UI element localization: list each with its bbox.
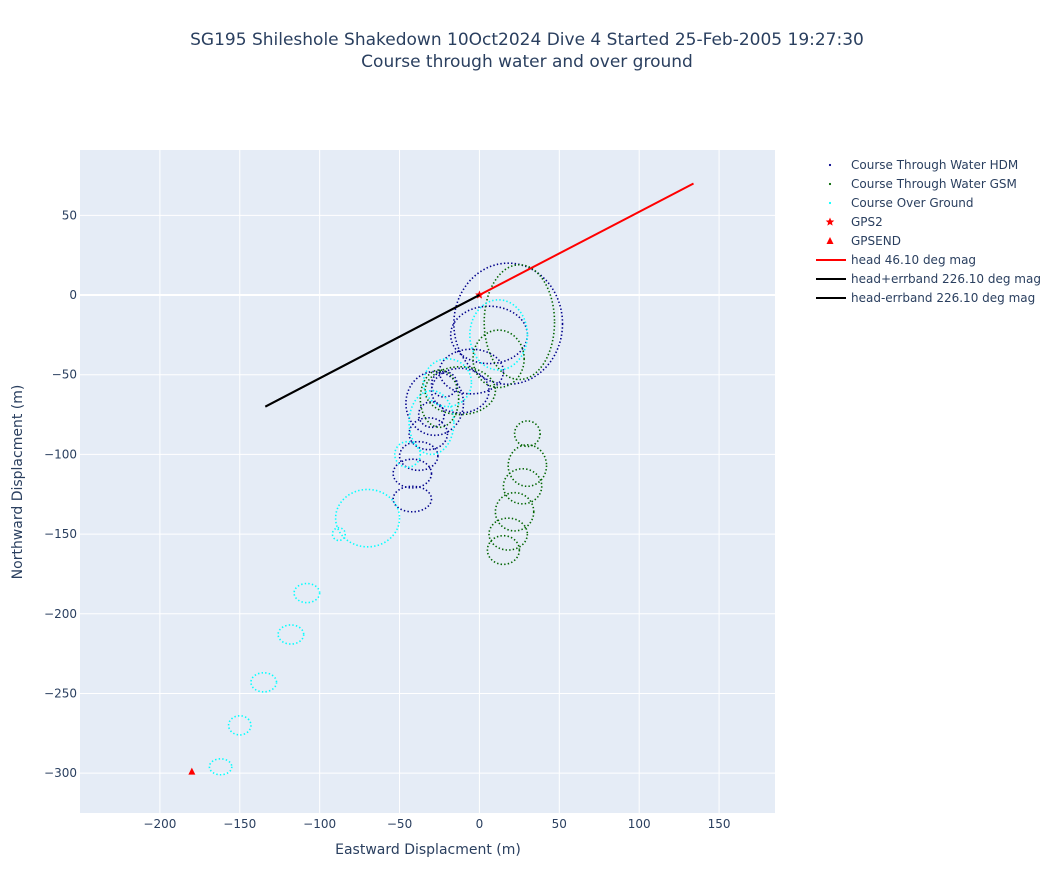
y-tick-label: 50: [62, 208, 77, 222]
course-loop: [408, 389, 455, 456]
gps-end-marker: [188, 767, 196, 775]
course-loop: [469, 299, 529, 371]
y-tick-label: −50: [52, 368, 77, 382]
y-tick-label: −250: [44, 686, 77, 700]
legend-item[interactable]: head 46.10 deg mag: [816, 253, 976, 267]
legend-item[interactable]: head+errband 226.10 deg mag: [816, 272, 1041, 286]
series-7: [264, 294, 480, 408]
course-loop: [419, 369, 460, 429]
tick-labels: −200 −150 −100 −50 0 50 100 150 50 0 −50 −100 −150 −2…: [44, 208, 731, 831]
course-loop: [331, 526, 347, 542]
legend-label: head 46.10 deg mag: [851, 253, 976, 267]
legend-label: GPS2: [851, 215, 883, 229]
chart-subtitle: Course through water and over ground: [361, 52, 693, 72]
course-loop: [250, 671, 278, 693]
legend-item[interactable]: Course Over Ground: [828, 196, 974, 210]
y-tick-label: −150: [44, 527, 77, 541]
course-loop: [453, 262, 564, 386]
course-loop: [405, 370, 465, 437]
legend-dot-swatch: [828, 163, 832, 167]
legend-item[interactable]: Course Through Water HDM: [828, 158, 1018, 172]
grid-lines: [80, 150, 775, 813]
series-0: [392, 262, 564, 513]
course-loop: [507, 444, 548, 488]
x-tick-label: −100: [303, 817, 336, 831]
legend-star-swatch: [825, 217, 835, 226]
x-tick-label: 150: [708, 817, 731, 831]
series-1: [419, 263, 556, 566]
x-tick-label: 50: [552, 817, 567, 831]
legend-label: Course Through Water HDM: [851, 158, 1018, 172]
course-loop: [408, 416, 449, 451]
course-loop: [208, 758, 233, 776]
course-loop: [392, 458, 433, 489]
course-loop: [513, 420, 541, 448]
course-loop: [277, 624, 305, 645]
course-loop: [483, 263, 556, 381]
legend-label: GPSEND: [851, 234, 901, 248]
legend-dot-swatch: [828, 182, 832, 186]
y-tick-label: −300: [44, 766, 77, 780]
heading-line: [478, 182, 694, 296]
course-loop: [430, 367, 490, 414]
y-tick-label: −100: [44, 447, 77, 461]
course-loop: [502, 467, 543, 505]
plot-area: [80, 150, 775, 813]
legend-label: Course Through Water GSM: [851, 177, 1017, 191]
legend-dot-swatch: [828, 201, 832, 205]
course-loop: [494, 491, 535, 532]
series-4: [188, 767, 196, 775]
x-tick-label: −200: [143, 817, 176, 831]
x-tick-label: −150: [223, 817, 256, 831]
course-loop: [417, 401, 446, 429]
course-loop: [472, 329, 525, 389]
legend-label: head-errband 226.10 deg mag: [851, 291, 1035, 305]
course-loop: [438, 348, 505, 395]
legend-triangle-swatch: [826, 237, 834, 244]
legend-item[interactable]: Course Through Water GSM: [828, 177, 1017, 191]
x-tick-label: 100: [628, 817, 651, 831]
y-tick-label: −200: [44, 607, 77, 621]
legend-label: head+errband 226.10 deg mag: [851, 272, 1041, 286]
x-tick-label: −50: [387, 817, 412, 831]
course-loop: [422, 357, 473, 408]
series-layer: [188, 182, 694, 776]
x-tick-label: 0: [476, 817, 484, 831]
chart-title: SG195 Shileshole Shakedown 10Oct2024 Div…: [190, 30, 864, 50]
heading-line: [264, 294, 480, 408]
y-axis-title: Northward Displacment (m): [10, 385, 26, 580]
course-loop: [486, 534, 521, 566]
course-loop: [488, 517, 529, 551]
legend-item[interactable]: GPS2: [825, 215, 883, 229]
y-tick-label: 0: [69, 288, 77, 302]
legend-label: Course Over Ground: [851, 196, 974, 210]
course-loop: [424, 365, 497, 416]
course-loop: [393, 440, 422, 468]
course-loop: [227, 714, 252, 736]
legend-item[interactable]: head-errband 226.10 deg mag: [816, 291, 1035, 305]
series-5: [478, 182, 694, 296]
x-axis-title: Eastward Displacment (m): [335, 842, 521, 858]
course-loop: [398, 440, 439, 472]
course-loop: [334, 488, 401, 548]
course-loop: [392, 485, 433, 513]
legend-item[interactable]: GPSEND: [826, 234, 901, 248]
course-loop: [430, 370, 458, 398]
series-2: [208, 299, 529, 776]
course-loop: [293, 582, 321, 604]
legend[interactable]: Course Through Water HDM Course Through W…: [816, 158, 1041, 305]
